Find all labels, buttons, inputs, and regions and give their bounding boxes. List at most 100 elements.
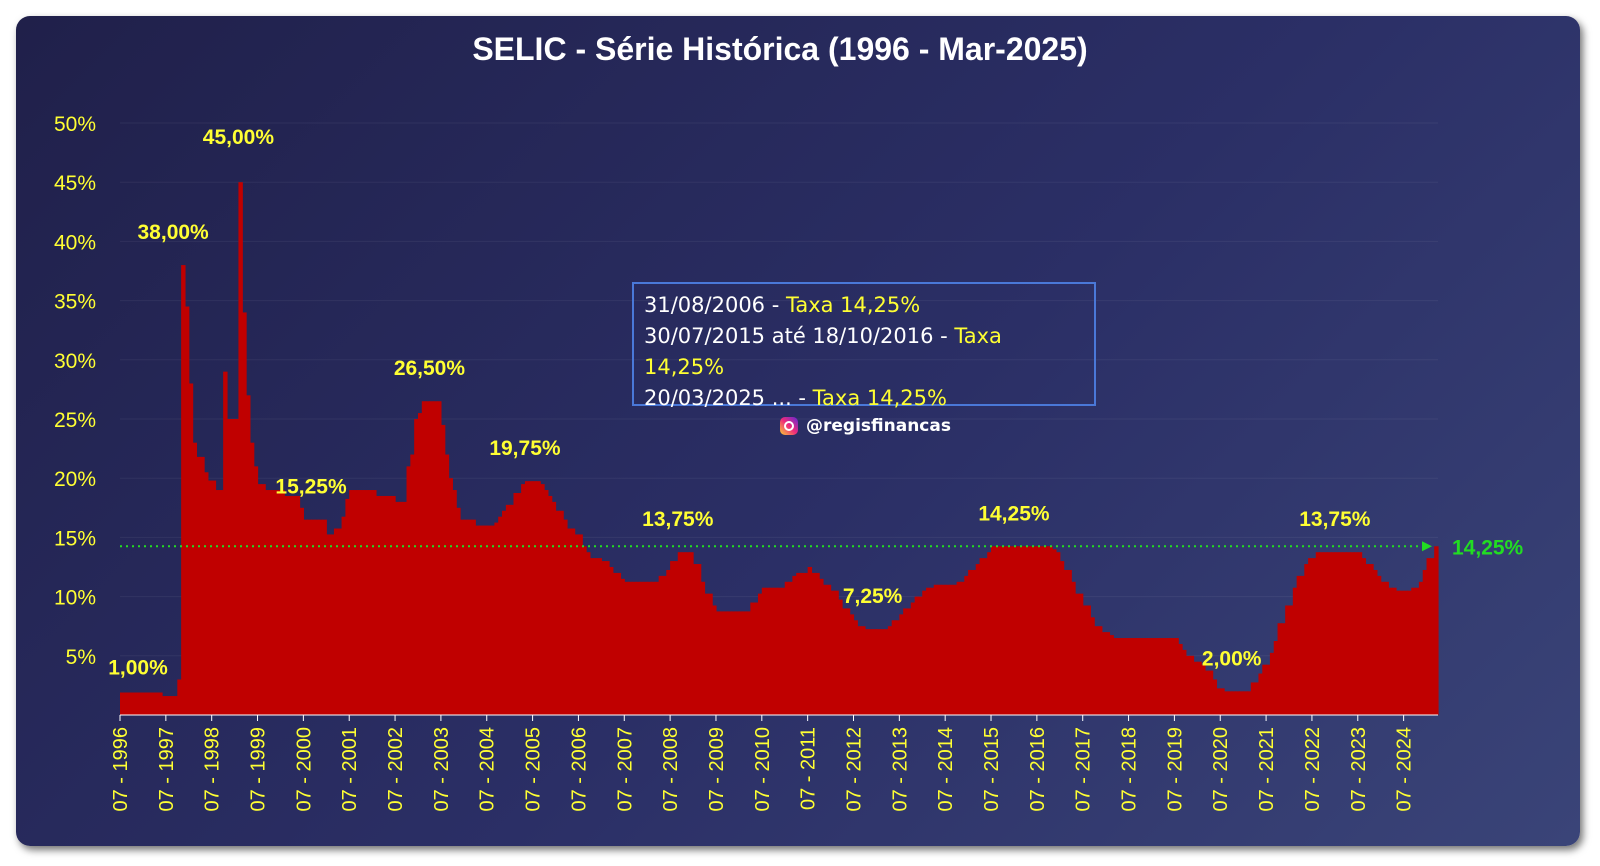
bar — [796, 572, 801, 715]
bar — [295, 495, 301, 715]
chart-title: SELIC - Série Histórica (1996 - Mar-2025… — [472, 31, 1087, 67]
bar — [1002, 546, 1007, 715]
bar — [379, 495, 385, 715]
bar — [471, 519, 476, 715]
bar — [746, 611, 751, 715]
bar — [268, 490, 274, 715]
bar — [788, 581, 793, 715]
bar — [968, 569, 973, 715]
bar — [1346, 552, 1351, 715]
bar — [1113, 638, 1118, 715]
x-tick-label: 07 - 2015 — [981, 727, 1003, 812]
bar — [395, 501, 400, 715]
reference-arrow-icon — [1422, 541, 1432, 552]
bar — [318, 519, 324, 715]
bar — [406, 466, 411, 715]
bar — [1319, 552, 1324, 715]
bar — [272, 490, 278, 715]
bar — [1090, 617, 1095, 715]
bar — [360, 490, 366, 715]
bar — [696, 564, 702, 715]
bar — [463, 519, 469, 715]
bar — [425, 401, 431, 715]
x-tick-label: 07 - 2013 — [889, 727, 911, 812]
bar — [1239, 691, 1244, 715]
bar — [712, 605, 717, 715]
bar — [444, 454, 450, 715]
x-tick-label: 07 - 2005 — [523, 727, 545, 812]
bar — [1430, 558, 1435, 715]
bar — [1140, 638, 1145, 715]
bar — [1224, 691, 1229, 715]
bar — [280, 490, 285, 715]
bar — [1151, 638, 1156, 715]
bar — [1159, 638, 1164, 715]
bar — [192, 442, 198, 715]
bar — [1399, 590, 1405, 715]
bar — [1208, 670, 1214, 715]
bar — [563, 519, 568, 715]
bar — [1193, 661, 1198, 715]
bar — [265, 490, 270, 715]
bar — [551, 501, 557, 715]
bar — [998, 546, 1004, 715]
bar — [1327, 552, 1332, 715]
bar — [1369, 564, 1374, 715]
bar — [991, 546, 996, 715]
bar — [651, 581, 656, 715]
bar — [975, 564, 981, 715]
bar — [448, 478, 453, 715]
bar — [383, 495, 389, 715]
bar — [949, 584, 954, 715]
bar — [872, 629, 878, 715]
x-tick-label: 07 - 2018 — [1119, 727, 1141, 812]
bar — [1136, 638, 1141, 715]
bar — [792, 575, 797, 715]
bar — [532, 481, 538, 715]
bar — [605, 561, 610, 715]
x-tick-label: 07 - 2007 — [614, 727, 636, 812]
bar — [127, 692, 133, 715]
bar — [601, 561, 606, 715]
bar — [666, 569, 671, 715]
bar — [658, 575, 664, 715]
bar — [257, 484, 262, 715]
bar — [1258, 673, 1263, 715]
bar — [177, 679, 182, 715]
bar — [1132, 638, 1137, 715]
bar — [1266, 664, 1271, 715]
y-tick-label: 50% — [54, 113, 96, 136]
bar — [670, 561, 675, 715]
bar — [1357, 552, 1363, 715]
bar — [517, 493, 522, 715]
bar — [941, 584, 946, 715]
y-tick-label: 25% — [54, 409, 96, 432]
bar — [1342, 552, 1347, 715]
bar — [215, 490, 220, 715]
bar — [1373, 569, 1378, 715]
bar — [1277, 623, 1282, 715]
bar — [142, 692, 148, 715]
bar — [593, 558, 599, 715]
data-label: 2,00% — [1202, 647, 1262, 670]
bar — [715, 611, 721, 715]
bar — [754, 602, 759, 715]
info-line-2: 30/07/2015 até 18/10/2016 - Taxa 14,25% — [644, 321, 1084, 383]
y-tick-label: 15% — [54, 527, 96, 550]
bar — [219, 490, 224, 715]
info-date-1: 31/08/2006 - — [644, 293, 786, 317]
bar — [811, 572, 816, 715]
bar — [341, 516, 346, 715]
bar — [926, 587, 931, 715]
bar — [200, 456, 205, 715]
bar — [1059, 561, 1065, 715]
bar — [322, 519, 327, 715]
bar — [547, 495, 553, 715]
bar — [784, 581, 790, 715]
bar — [1094, 626, 1099, 715]
bar — [1197, 661, 1202, 715]
data-label: 1,00% — [108, 657, 168, 680]
chart-card: SELIC - Série Histórica (1996 - Mar-2025… — [16, 16, 1580, 846]
data-label: 15,25% — [275, 476, 347, 499]
x-tick-label: 07 - 2001 — [339, 727, 361, 812]
